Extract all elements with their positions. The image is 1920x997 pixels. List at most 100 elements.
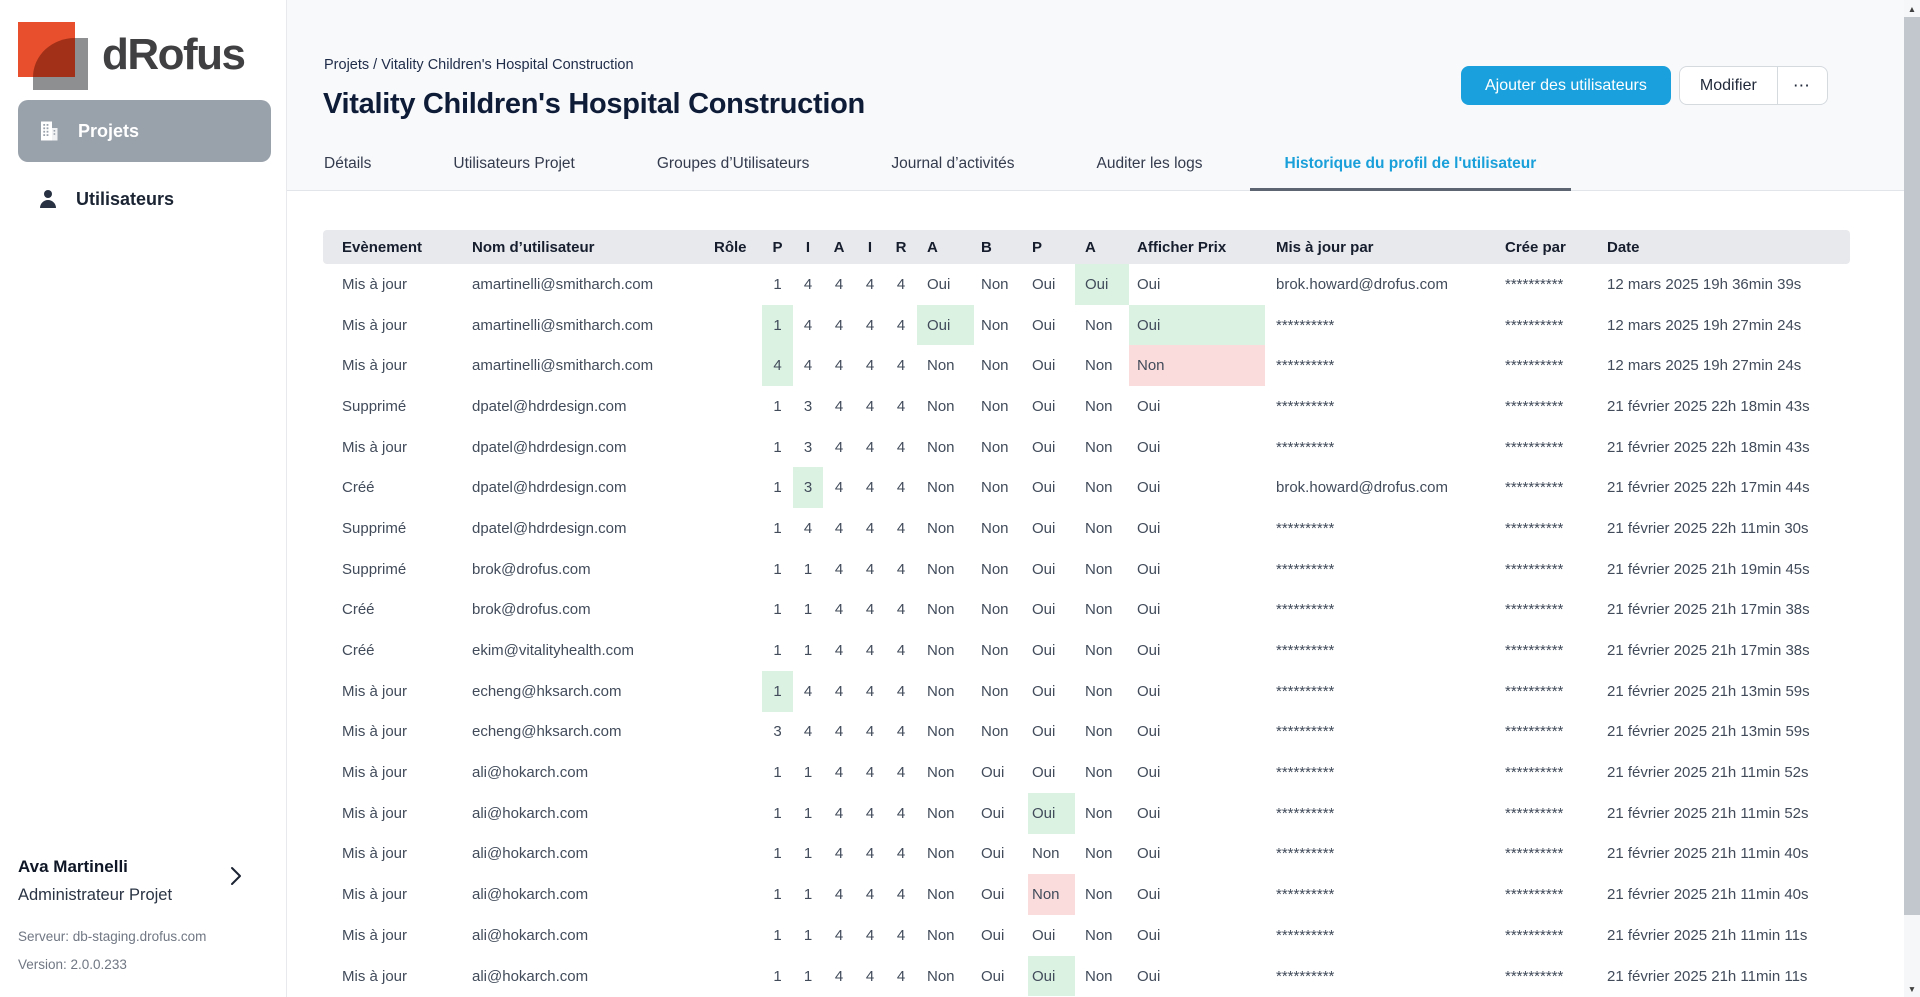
vertical-scrollbar[interactable]: ▲ ▼ (1904, 0, 1920, 997)
table-cell: 3 (793, 467, 823, 509)
page-title: Vitality Children's Hospital Constructio… (323, 88, 865, 120)
column-header: R (885, 230, 917, 264)
table-cell: Non (1085, 642, 1113, 660)
table-body: Mis à jour amartinelli@smitharch.com 1 4 4 4 4… (323, 264, 1850, 997)
table-cell: Mis à jour (342, 926, 408, 944)
table-cell (712, 671, 762, 712)
table-cell: Oui (1032, 357, 1056, 375)
more-actions-button[interactable]: ⋯ (1776, 67, 1827, 104)
table-row[interactable]: Créé brok@drofus.com 1 1 4 4 4 Non Non Oui Non Oui *… (323, 590, 1850, 631)
user-profile-history-table: Evènement Nom d’utilisateur Rôle P I A I R A B P A A… (323, 230, 1850, 997)
table-header: Evènement Nom d’utilisateur Rôle P I A I R A B P A A… (323, 230, 1850, 264)
table-cell: 4 (834, 479, 844, 497)
table-cell: ********** (1276, 804, 1335, 822)
table-cell: dpatel@hdrdesign.com (472, 438, 627, 456)
table-cell: Non (927, 886, 955, 904)
table-cell: Oui (981, 804, 1005, 822)
table-cell: 21 février 2025 22h 17min 44s (1607, 479, 1810, 497)
table-cell: 4 (834, 967, 844, 985)
tab-4[interactable]: Journal d’activités (891, 154, 1015, 172)
table-cell: Oui (1137, 519, 1161, 537)
table-cell: 21 février 2025 21h 17min 38s (1607, 601, 1810, 619)
table-cell: ********** (1276, 682, 1335, 700)
drofus-logo[interactable]: dRofus (18, 22, 268, 92)
table-row[interactable]: Supprimé dpatel@hdrdesign.com 1 4 4 4 4 Non Non O… (323, 508, 1850, 549)
table-cell (712, 874, 762, 915)
table-cell: Non (981, 642, 1009, 660)
table-cell (712, 712, 762, 753)
table-cell: ********** (1276, 967, 1335, 985)
table-cell: Non (1085, 601, 1113, 619)
tab-3[interactable]: Groupes d’Utilisateurs (656, 154, 810, 172)
table-cell (712, 956, 762, 997)
table-row[interactable]: Mis à jour ali@hokarch.com 1 1 4 4 4 Non Oui Oui N… (323, 915, 1850, 956)
table-cell: 4 (896, 682, 906, 700)
user-profile[interactable]: Ava Martinelli Administrateur Projet (18, 857, 268, 905)
table-row[interactable]: Mis à jour ali@hokarch.com 1 1 4 4 4 Non Oui Oui N… (323, 955, 1850, 997)
column-header: A (823, 230, 855, 264)
table-row[interactable]: Créé dpatel@hdrdesign.com 1 3 4 4 4 Non Non Oui No… (323, 467, 1850, 509)
table-cell (712, 590, 762, 631)
table-cell: 21 février 2025 21h 11min 52s (1607, 804, 1809, 822)
server-label: Serveur: db-staging.drofus.com (18, 929, 207, 944)
modify-button-group: Modifier ⋯ (1678, 66, 1828, 105)
version-label: Version: 2.0.0.233 (18, 957, 127, 972)
table-row[interactable]: Créé ekim@vitalityhealth.com 1 1 4 4 4 Non Non Ou… (323, 630, 1850, 671)
scrollbar-thumb[interactable] (1904, 17, 1920, 915)
table-cell: 4 (803, 723, 813, 741)
table-cell: ********** (1505, 723, 1564, 741)
tab-5[interactable]: Auditer les logs (1096, 154, 1203, 172)
sidebar: dRofus Projets (0, 0, 287, 997)
add-users-button[interactable]: Ajouter des utilisateurs (1461, 66, 1671, 105)
scroll-up-button[interactable]: ▲ (1904, 0, 1920, 17)
table-row[interactable]: Mis à jour amartinelli@smitharch.com 1 4 4 4 4… (323, 264, 1850, 305)
table-cell: Oui (1137, 967, 1161, 985)
table-cell: Non (981, 479, 1009, 497)
breadcrumb[interactable]: Projets / Vitality Children's Hospital C… (324, 57, 634, 73)
table-row[interactable]: Mis à jour ali@hokarch.com 1 1 4 4 4 Non Oui Non N… (323, 834, 1850, 875)
table-row[interactable]: Mis à jour amartinelli@smitharch.com 1 4 4 4 4… (323, 304, 1850, 346)
table-cell: Oui (1137, 397, 1161, 415)
column-header: Nom d’utilisateur (453, 230, 712, 264)
table-cell (712, 793, 762, 834)
table-cell: 4 (834, 886, 844, 904)
table-cell: Supprimé (342, 397, 407, 415)
table-cell: Oui (1137, 479, 1161, 497)
table-cell: ********** (1505, 642, 1564, 660)
table-cell: 4 (896, 479, 906, 497)
sidebar-item-utilisateurs[interactable]: Utilisateurs (18, 170, 271, 228)
table-cell: 4 (896, 397, 906, 415)
table-row[interactable]: Mis à jour ali@hokarch.com 1 1 4 4 4 Non Oui Oui N… (323, 792, 1850, 834)
table-cell: 1 (803, 804, 813, 822)
tab-1[interactable]: Détails (324, 154, 372, 172)
scroll-down-button[interactable]: ▼ (1904, 980, 1920, 997)
table-cell: Oui (1028, 792, 1075, 834)
table-cell: 4 (834, 764, 844, 782)
table-cell: Non (981, 682, 1009, 700)
table-row[interactable]: Mis à jour dpatel@hdrdesign.com 1 3 4 4 4 Non No… (323, 427, 1850, 468)
table-cell: Non (1085, 764, 1113, 782)
table-row[interactable]: Mis à jour echeng@hksarch.com 3 4 4 4 4 Non Non O… (323, 712, 1850, 753)
table-cell: brok.howard@drofus.com (1276, 479, 1448, 497)
table-row[interactable]: Mis à jour ali@hokarch.com 1 1 4 4 4 Non Oui Non N… (323, 874, 1850, 915)
table-cell: Oui (981, 886, 1005, 904)
table-row[interactable]: Mis à jour echeng@hksarch.com 1 4 4 4 4 Non Non O… (323, 670, 1850, 712)
table-cell: Non (927, 642, 955, 660)
table-row[interactable]: Supprimé dpatel@hdrdesign.com 1 3 4 4 4 Non Non O… (323, 386, 1850, 427)
table-row[interactable]: Mis à jour amartinelli@smitharch.com 4 4 4 4 4… (323, 345, 1850, 387)
table-cell: 3 (773, 723, 782, 741)
table-row[interactable]: Supprimé brok@drofus.com 1 1 4 4 4 Non Non Oui Non… (323, 549, 1850, 590)
tab-2[interactable]: Utilisateurs Projet (453, 154, 575, 172)
table-cell: Non (927, 519, 955, 537)
table-cell: Oui (981, 845, 1005, 863)
table-cell: 21 février 2025 21h 19min 45s (1607, 560, 1810, 578)
tab-6[interactable]: Historique du profil de l'utilisateur (1249, 139, 1572, 191)
modify-button[interactable]: Modifier (1680, 67, 1777, 104)
table-cell: Créé (342, 601, 375, 619)
sidebar-item-projets[interactable]: Projets (18, 100, 271, 162)
table-cell: 1 (773, 560, 782, 578)
table-cell: dpatel@hdrdesign.com (472, 479, 627, 497)
table-cell: ekim@vitalityhealth.com (472, 642, 634, 660)
table-row[interactable]: Mis à jour ali@hokarch.com 1 1 4 4 4 Non Oui Oui N… (323, 752, 1850, 793)
table-cell: Oui (1137, 764, 1161, 782)
